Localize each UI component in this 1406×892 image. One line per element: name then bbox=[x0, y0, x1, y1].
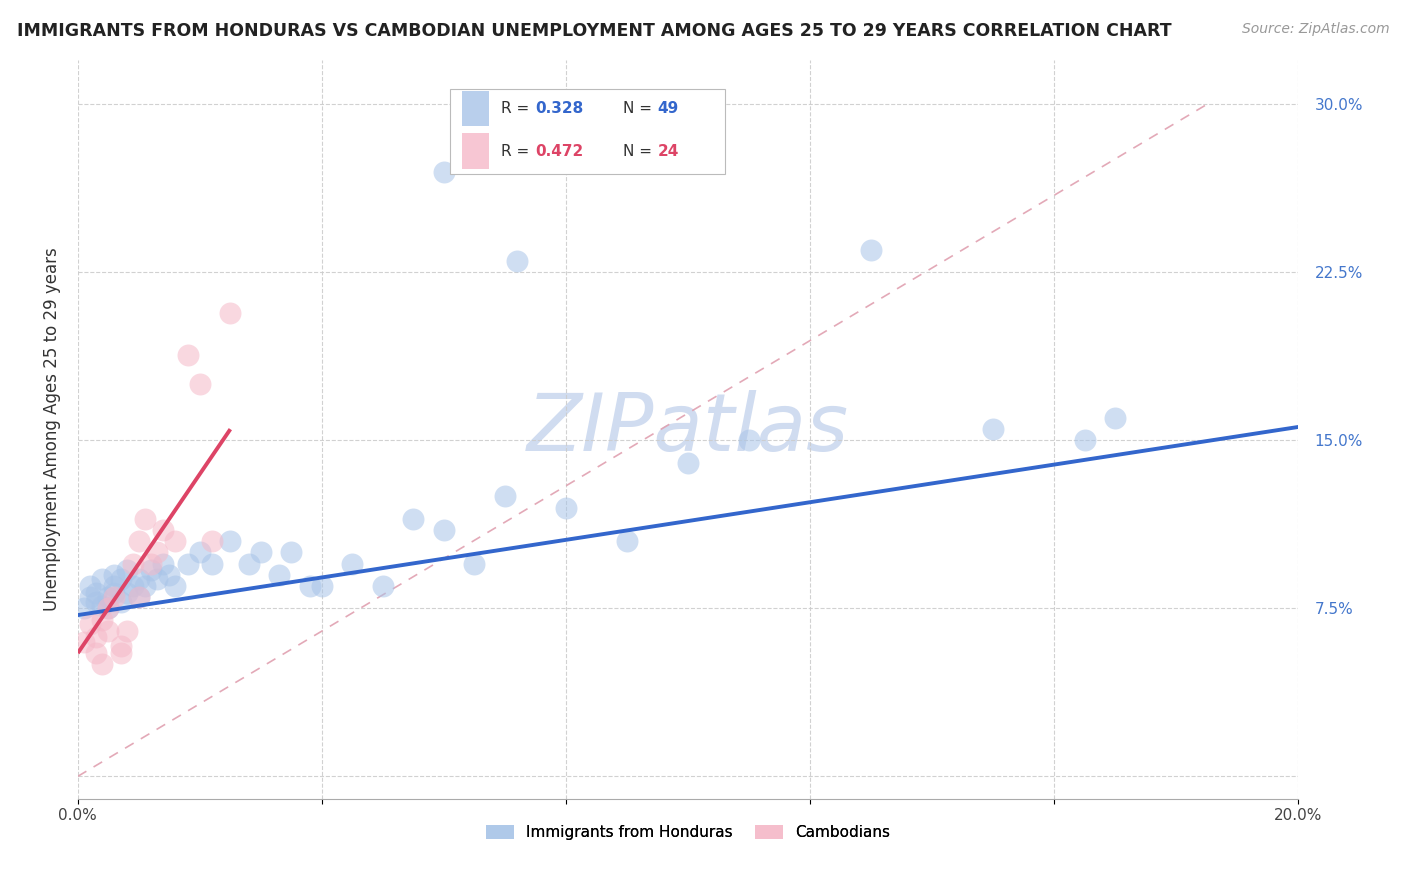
Text: Source: ZipAtlas.com: Source: ZipAtlas.com bbox=[1241, 22, 1389, 37]
Point bbox=[165, 579, 187, 593]
Point bbox=[84, 646, 107, 660]
Point bbox=[103, 567, 125, 582]
Point bbox=[139, 557, 162, 571]
Point bbox=[84, 585, 107, 599]
Point bbox=[165, 534, 187, 549]
Text: 0.472: 0.472 bbox=[536, 144, 583, 159]
Point bbox=[110, 594, 132, 608]
Point bbox=[73, 635, 96, 649]
Text: R =: R = bbox=[502, 101, 534, 116]
Point bbox=[269, 567, 291, 582]
Y-axis label: Unemployment Among Ages 25 to 29 years: Unemployment Among Ages 25 to 29 years bbox=[44, 247, 60, 611]
Point bbox=[110, 640, 132, 654]
Point bbox=[280, 545, 302, 559]
Point bbox=[73, 601, 96, 615]
Point bbox=[433, 164, 456, 178]
Point bbox=[115, 563, 138, 577]
Point bbox=[219, 534, 242, 549]
Point bbox=[97, 590, 120, 604]
Point bbox=[433, 523, 456, 537]
Point bbox=[79, 590, 101, 604]
Point bbox=[103, 585, 125, 599]
Point bbox=[91, 599, 114, 614]
Point bbox=[128, 590, 150, 604]
Point bbox=[238, 557, 260, 571]
Point bbox=[676, 456, 699, 470]
Point bbox=[91, 657, 114, 672]
Point bbox=[110, 646, 132, 660]
Text: ZIPatlas: ZIPatlas bbox=[527, 390, 849, 468]
Point bbox=[79, 579, 101, 593]
Point bbox=[201, 557, 224, 571]
Point bbox=[134, 512, 156, 526]
Text: 49: 49 bbox=[658, 101, 679, 116]
Point bbox=[103, 590, 125, 604]
Point bbox=[79, 617, 101, 632]
Point bbox=[152, 523, 174, 537]
FancyBboxPatch shape bbox=[463, 133, 489, 169]
FancyBboxPatch shape bbox=[450, 89, 724, 174]
Point bbox=[97, 601, 120, 615]
Point bbox=[97, 624, 120, 638]
Point bbox=[201, 534, 224, 549]
Point bbox=[121, 579, 143, 593]
Text: R =: R = bbox=[502, 144, 534, 159]
Point bbox=[128, 534, 150, 549]
Point bbox=[103, 579, 125, 593]
Point bbox=[176, 348, 198, 362]
Point bbox=[157, 567, 180, 582]
Point bbox=[128, 572, 150, 586]
Text: 0.328: 0.328 bbox=[536, 101, 583, 116]
Point bbox=[616, 534, 638, 549]
Point bbox=[311, 579, 333, 593]
Point bbox=[115, 624, 138, 638]
Legend: Immigrants from Honduras, Cambodians: Immigrants from Honduras, Cambodians bbox=[479, 819, 896, 847]
Text: N =: N = bbox=[623, 144, 657, 159]
Point bbox=[91, 613, 114, 627]
Point bbox=[738, 434, 761, 448]
Point bbox=[128, 590, 150, 604]
Point bbox=[298, 579, 321, 593]
Text: 24: 24 bbox=[658, 144, 679, 159]
Text: N =: N = bbox=[623, 101, 657, 116]
Point bbox=[1104, 411, 1126, 425]
Point bbox=[1074, 434, 1097, 448]
Point bbox=[139, 563, 162, 577]
Text: IMMIGRANTS FROM HONDURAS VS CAMBODIAN UNEMPLOYMENT AMONG AGES 25 TO 29 YEARS COR: IMMIGRANTS FROM HONDURAS VS CAMBODIAN UN… bbox=[17, 22, 1171, 40]
Point bbox=[860, 243, 883, 257]
Point bbox=[146, 545, 169, 559]
Point bbox=[110, 572, 132, 586]
Point bbox=[463, 557, 485, 571]
Point bbox=[250, 545, 273, 559]
Point bbox=[91, 572, 114, 586]
Point bbox=[97, 601, 120, 615]
Point bbox=[506, 254, 529, 268]
Point bbox=[115, 585, 138, 599]
Point bbox=[219, 306, 242, 320]
Point bbox=[152, 557, 174, 571]
Point bbox=[188, 545, 211, 559]
Point bbox=[176, 557, 198, 571]
Point bbox=[84, 631, 107, 645]
Point bbox=[84, 594, 107, 608]
Point bbox=[494, 489, 516, 503]
Point bbox=[121, 557, 143, 571]
Point bbox=[981, 422, 1004, 436]
Point bbox=[402, 512, 425, 526]
Point bbox=[146, 572, 169, 586]
Point bbox=[555, 500, 578, 515]
Point bbox=[342, 557, 364, 571]
FancyBboxPatch shape bbox=[463, 91, 489, 127]
Point bbox=[134, 579, 156, 593]
Point bbox=[371, 579, 394, 593]
Point bbox=[188, 377, 211, 392]
